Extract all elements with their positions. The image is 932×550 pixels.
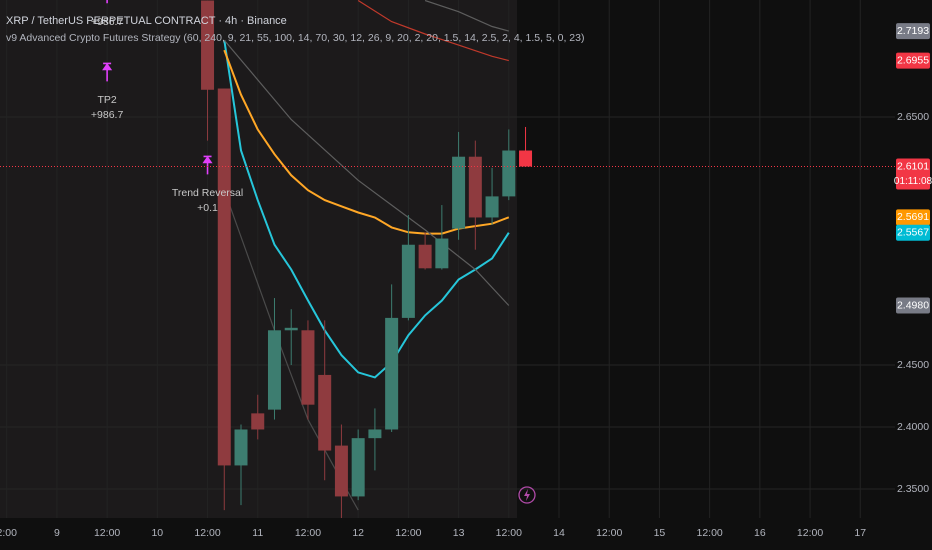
signal-label: +986.7 xyxy=(91,16,124,28)
x-tick-label: 12:00 xyxy=(496,527,522,539)
signal-label: +986.7 xyxy=(91,109,124,121)
price-tag-label: 2.4980 xyxy=(897,299,929,311)
candle-body xyxy=(251,413,265,430)
y-tick-label: 2.4500 xyxy=(897,359,929,371)
x-tick-label: 12:00 xyxy=(696,527,722,539)
candle-body xyxy=(351,438,365,497)
alert-icon xyxy=(518,486,536,504)
price-tag-label: 2.5691 xyxy=(897,211,929,223)
price-tag-label: 2.7193 xyxy=(897,25,929,37)
x-tick-label: 13 xyxy=(453,527,465,539)
x-tick-label: 14 xyxy=(553,527,565,539)
x-tick-label: 10 xyxy=(151,527,163,539)
chart-title: XRP / TetherUS PERPETUAL CONTRACT · 4h ·… xyxy=(6,15,287,27)
countdown: 01:11:08 xyxy=(894,176,932,187)
candle-body xyxy=(502,150,516,197)
price-tag xyxy=(896,224,930,241)
price-tag xyxy=(896,209,930,226)
x-tick-label: 16 xyxy=(754,527,766,539)
candle-body xyxy=(385,317,399,430)
signal-arrow xyxy=(102,62,113,82)
x-tick-label: 2:00 xyxy=(0,527,17,539)
candle-body xyxy=(435,238,449,269)
signal-arrow xyxy=(106,0,108,4)
y-tick-label: 2.3500 xyxy=(897,483,929,495)
x-tick-label: 12:00 xyxy=(295,527,321,539)
signal-label: Trend Reversal xyxy=(172,187,243,199)
candle-body xyxy=(418,244,432,269)
candle-body xyxy=(485,196,499,218)
plot: +986.7 TP2 +986.7 Trend Reversal +0.1 xyxy=(0,0,895,518)
indicator-line xyxy=(223,40,510,379)
candle-body xyxy=(401,244,415,318)
candle-body xyxy=(468,156,482,218)
signal-label: +0.1 xyxy=(197,202,218,214)
candle-body xyxy=(201,0,215,90)
signal-label: TP2 xyxy=(97,94,116,106)
x-tick-label: 12:00 xyxy=(395,527,421,539)
candle-body xyxy=(301,330,315,405)
candle-body xyxy=(318,374,332,451)
x-tick-label: 12:00 xyxy=(596,527,622,539)
x-tick-label: 9 xyxy=(54,527,60,539)
candle-body xyxy=(284,327,298,331)
x-tick-label: 12 xyxy=(352,527,364,539)
price-tag xyxy=(896,52,930,69)
x-tick-label: 12:00 xyxy=(194,527,220,539)
y-tick-label: 2.6500 xyxy=(897,111,929,123)
price-tag xyxy=(896,23,930,40)
indicator-line xyxy=(223,39,510,306)
indicator-label: v9 Advanced Crypto Futures Strategy (60,… xyxy=(6,32,584,44)
x-tick-label: 15 xyxy=(654,527,666,539)
signal-arrow xyxy=(202,155,213,175)
candle-body xyxy=(334,445,348,497)
x-tick-label: 12:00 xyxy=(797,527,823,539)
price-tag-label: 2.6101 xyxy=(897,160,929,172)
indicator-line xyxy=(357,0,509,62)
x-tick-label: 12:00 xyxy=(94,527,120,539)
indicator-line xyxy=(424,0,509,32)
candle-body xyxy=(519,150,533,167)
candle-body xyxy=(217,88,231,466)
price-tag-label: 2.5567 xyxy=(897,226,929,238)
price-tag xyxy=(896,158,930,190)
x-tick-label: 11 xyxy=(252,527,263,539)
candle-body xyxy=(452,156,466,229)
price-tag xyxy=(896,297,930,314)
candle-body xyxy=(267,330,281,410)
candle-body xyxy=(234,429,248,466)
x-tick-label: 17 xyxy=(854,527,866,539)
candle-body xyxy=(368,429,382,439)
y-tick-label: 2.4000 xyxy=(897,421,929,433)
price-tag-label: 2.6955 xyxy=(897,54,929,66)
